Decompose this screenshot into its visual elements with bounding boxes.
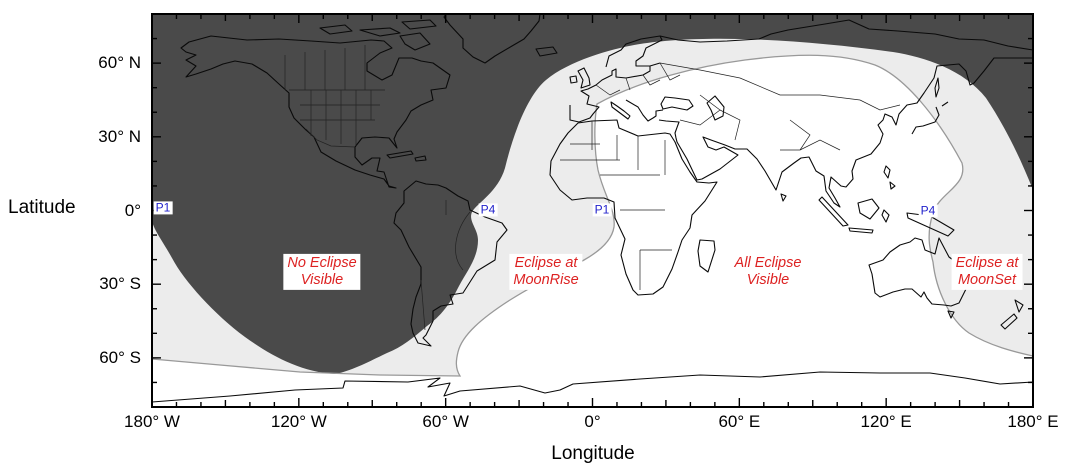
x-tick-label: 120° E — [860, 412, 912, 431]
region-label-no-eclipse-visible: No Eclipse Visible — [283, 253, 361, 291]
y-tick-label: 30° N — [98, 126, 141, 146]
region-no-eclipse — [152, 14, 1033, 374]
y-axis-title: Latitude — [8, 197, 76, 218]
x-tick-label: 180° W — [124, 412, 180, 431]
x-tick-label: 60° W — [422, 412, 469, 431]
region-all-eclipse-visible — [152, 55, 1033, 407]
region-label-eclipse-at-moonset: Eclipse at MoonSet — [951, 253, 1023, 291]
contact-point-label: P4 — [478, 202, 498, 217]
region-label-all-eclipse-visible: All Eclipse Visible — [730, 253, 806, 291]
x-tick-label: 60° E — [718, 412, 761, 431]
contact-point-label: P4 — [918, 203, 938, 218]
y-tick-label: 0° — [124, 200, 141, 220]
y-tick-label: 60° S — [99, 347, 141, 367]
contact-point-label: P1 — [153, 200, 173, 215]
x-tick-label: 0° — [584, 412, 601, 431]
country-borders — [284, 45, 901, 331]
x-tick-label: 120° W — [270, 412, 327, 431]
region-label-eclipse-at-moonrise: Eclipse at MoonRise — [509, 253, 583, 291]
x-tick-label: 180° E — [1007, 412, 1059, 431]
plot-frame — [151, 13, 1034, 408]
y-tick-label: 30° S — [99, 274, 141, 294]
y-tick-label: 60° N — [98, 53, 141, 73]
x-axis-title: Longitude — [551, 443, 635, 464]
contact-point-label: P1 — [592, 202, 612, 217]
